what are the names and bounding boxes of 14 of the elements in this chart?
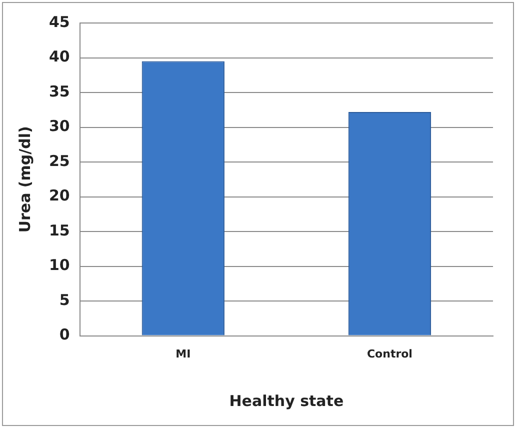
- y-tick-label: 30: [49, 117, 70, 136]
- x-tick-label: Control: [366, 347, 412, 360]
- x-tick-label: MI: [176, 347, 191, 360]
- y-axis-title: Urea (mg/dl): [16, 126, 34, 233]
- y-tick-label: 0: [59, 326, 70, 344]
- y-tick-label: 35: [49, 82, 70, 100]
- y-tick-label: 40: [49, 48, 70, 66]
- y-tick-label: 20: [49, 186, 70, 205]
- x-axis-title: Healthy state: [229, 392, 344, 410]
- y-tick-label: 45: [49, 12, 70, 31]
- y-tick-label: 5: [59, 290, 70, 309]
- y-tick-label: 15: [49, 221, 70, 240]
- y-tick-label: 25: [49, 152, 70, 170]
- y-tick-label: 10: [49, 256, 70, 274]
